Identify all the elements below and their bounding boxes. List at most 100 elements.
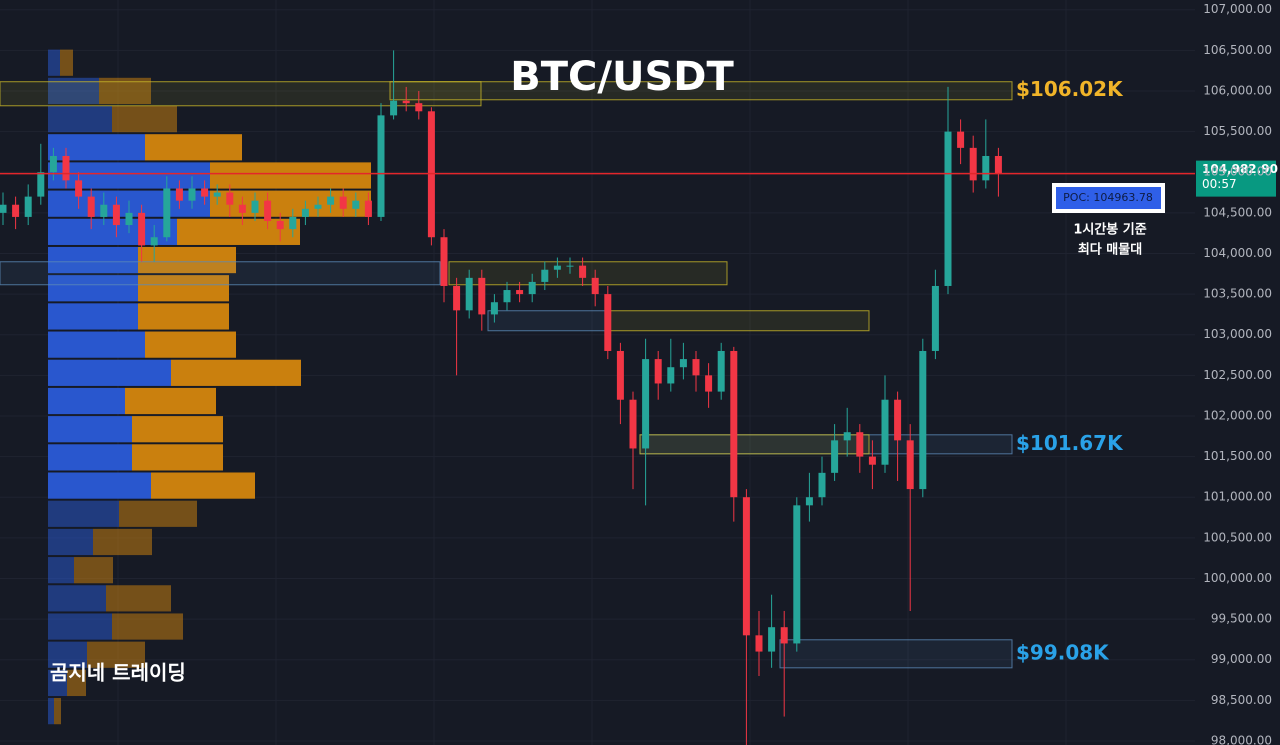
candle-body	[402, 100, 410, 104]
candle-body	[906, 440, 914, 490]
candle-body	[175, 188, 183, 201]
candle-body	[478, 277, 486, 315]
candle-body	[919, 350, 927, 490]
candle-body	[705, 375, 713, 392]
poc-label: POC: 104963.78	[1063, 191, 1153, 204]
candle-body	[503, 290, 511, 303]
volume-profile-sell	[210, 190, 371, 217]
candle-body	[868, 456, 876, 465]
volume-profile-sell	[210, 162, 371, 189]
candle-body	[490, 302, 498, 315]
volume-profile-sell	[112, 105, 177, 133]
volume-profile-buy	[48, 641, 87, 668]
candle-body	[730, 350, 738, 498]
volume-profile-sell	[151, 472, 255, 499]
candle-body	[692, 359, 700, 376]
candle-body	[717, 350, 725, 392]
candle-body	[969, 147, 977, 181]
volume-profile-sell	[125, 387, 216, 415]
candle-body	[289, 216, 297, 230]
volume-profile-sell	[145, 134, 242, 161]
candle-body	[100, 204, 108, 217]
candle-body	[440, 237, 448, 286]
volume-profile-buy	[48, 528, 93, 556]
y-tick-label: 104,500.00	[1203, 205, 1272, 219]
candle-body	[226, 192, 234, 205]
y-tick-label: 106,000.00	[1203, 83, 1272, 97]
last-price-tag	[1196, 160, 1276, 197]
candle-body	[339, 196, 347, 209]
volume-profile-sell	[145, 331, 236, 358]
volume-profile-sell	[74, 557, 113, 584]
volume-profile-buy	[48, 557, 74, 584]
y-tick-label: 105,000.00	[1203, 165, 1272, 179]
candle-body	[238, 204, 246, 213]
candle-body	[982, 155, 990, 181]
volume-profile-buy	[48, 331, 145, 358]
volume-profile-buy	[48, 105, 112, 133]
y-tick-label: 100,000.00	[1203, 571, 1272, 585]
volume-profile-buy	[48, 275, 138, 302]
candle-body	[87, 196, 95, 217]
volume-profile-sell	[54, 698, 61, 725]
candle-body	[12, 204, 20, 217]
candle-body	[654, 359, 662, 384]
y-tick-label: 104,000.00	[1203, 246, 1272, 260]
poc-note: 최다 매물대	[1078, 242, 1142, 258]
y-tick-label: 99,500.00	[1211, 612, 1272, 626]
zone	[448, 261, 728, 286]
countdown: 00:57	[1202, 177, 1237, 191]
candle-body	[541, 269, 549, 282]
volume-profile-buy	[48, 359, 171, 386]
volume-profile-buy	[48, 49, 60, 76]
candle-body	[112, 204, 120, 226]
volume-profile-sell	[119, 500, 197, 527]
y-tick-label: 99,000.00	[1211, 652, 1272, 666]
zone	[0, 81, 482, 107]
candle-body	[805, 497, 813, 506]
candle-body	[377, 115, 385, 217]
candle-body	[667, 367, 675, 384]
volume-profile-buy	[48, 444, 132, 471]
candle-body	[931, 285, 939, 351]
volume-profile-sell	[138, 275, 229, 302]
candle-body	[213, 192, 221, 197]
candle-body	[642, 359, 650, 449]
candle-body	[831, 440, 839, 473]
volume-profile-buy	[48, 246, 138, 274]
volume-profile-sell	[87, 641, 145, 668]
candle-body	[566, 265, 574, 267]
candle-body	[553, 265, 561, 270]
volume-profile-sell	[171, 359, 301, 386]
volume-profile-sell	[67, 669, 86, 697]
volume-profile-buy	[48, 698, 54, 725]
y-tick-label: 101,500.00	[1203, 449, 1272, 463]
candle-body	[944, 131, 952, 286]
y-tick-label: 107,000.00	[1203, 2, 1272, 16]
volume-profile-sell	[106, 585, 171, 612]
volume-profile-buy	[48, 472, 151, 499]
candle-body	[364, 200, 372, 217]
chart-title: BTC/USDT	[510, 54, 734, 100]
candle-body	[604, 294, 612, 351]
zone-label: $106.02K	[1016, 77, 1124, 101]
candle-body	[843, 432, 851, 441]
candle-body	[780, 627, 788, 644]
candle-body	[150, 237, 158, 246]
volume-profile-sell	[132, 416, 223, 443]
candle-body	[616, 350, 624, 400]
candle-body	[881, 399, 889, 465]
last-price-label: 104,982.90	[1202, 162, 1278, 176]
candle-body	[528, 281, 536, 295]
volume-profile-sell	[60, 49, 73, 76]
candle-body	[415, 103, 423, 112]
volume-profile-buy	[48, 585, 106, 612]
volume-profile-buy	[48, 669, 67, 697]
poc-note: 1시간봉 기준	[1073, 222, 1146, 238]
y-tick-label: 106,500.00	[1203, 43, 1272, 57]
zone	[609, 310, 870, 332]
volume-profile-buy	[48, 500, 119, 527]
volume-profile-sell	[93, 528, 152, 556]
volume-profile-sell	[112, 613, 183, 640]
